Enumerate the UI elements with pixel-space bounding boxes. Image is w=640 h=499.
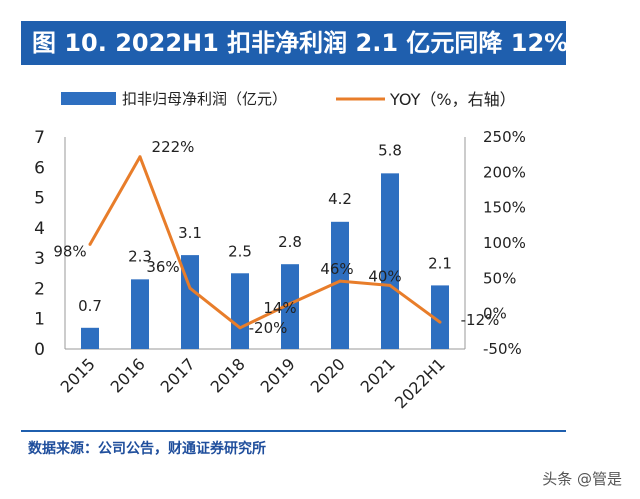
left-tick-label: 1: [34, 310, 45, 330]
bar: [131, 279, 149, 349]
bar: [231, 273, 249, 349]
bar: [281, 264, 299, 349]
bar: [431, 285, 449, 349]
yoy-data-label: 222%: [152, 138, 195, 156]
x-tick-label: 2018: [207, 354, 249, 396]
right-tick-label: 150%: [483, 199, 526, 217]
right-tick-label: -50%: [483, 340, 522, 358]
legend-line-label: YOY（%，右轴）: [389, 90, 516, 109]
watermark: 头条 @管是: [542, 470, 622, 488]
legend-bar-label: 扣非归母净利润（亿元）: [122, 90, 287, 108]
yoy-point: [338, 279, 342, 283]
yoy-point: [438, 320, 442, 324]
bar-data-label: 4.2: [328, 190, 352, 208]
right-tick-label: 50%: [483, 269, 516, 287]
x-tick-label: 2015: [57, 354, 99, 396]
left-tick-label: 0: [34, 340, 45, 360]
left-tick-label: 6: [34, 158, 45, 178]
yoy-point: [388, 283, 392, 287]
yoy-data-label: -12%: [461, 311, 500, 329]
yoy-data-label: 36%: [146, 258, 179, 276]
left-tick-label: 5: [34, 189, 45, 209]
right-tick-label: 100%: [483, 234, 526, 252]
bar: [81, 327, 99, 349]
yoy-point: [288, 302, 292, 306]
x-tick-label: 2016: [107, 354, 149, 396]
bar-data-label: 3.1: [178, 224, 202, 242]
chart-title: 图 10. 2022H1 扣非净利润 2.1 亿元同降 12%: [21, 21, 568, 65]
bar-data-label: 2.3: [128, 247, 152, 265]
bar: [331, 221, 349, 349]
left-tick-label: 2: [34, 279, 45, 299]
right-tick-label: 200%: [483, 163, 526, 181]
bar-data-label: 2.8: [278, 233, 302, 251]
data-source: 数据来源：公司公告，财通证券研究所: [28, 441, 266, 457]
x-tick-label: 2019: [257, 354, 299, 396]
yoy-point: [238, 326, 242, 330]
yoy-point: [138, 155, 142, 159]
yoy-point: [188, 286, 192, 290]
yoy-data-label: -20%: [249, 319, 288, 337]
left-tick-label: 3: [34, 249, 45, 269]
right-tick-label: 0%: [483, 305, 507, 323]
chart-area: 01234567-50%0%50%100%150%200%250%0.72.33…: [34, 90, 526, 412]
yoy-data-label: 14%: [263, 299, 296, 317]
left-tick-label: 7: [34, 128, 45, 148]
bar: [381, 173, 399, 349]
right-tick-label: 250%: [483, 128, 526, 146]
yoy-data-label: 40%: [368, 267, 401, 285]
bar-data-label: 0.7: [78, 297, 102, 315]
x-tick-label: 2017: [157, 354, 199, 396]
x-tick-label: 2021: [357, 354, 399, 396]
yoy-line: [88, 155, 441, 330]
source-divider: [21, 430, 566, 432]
yoy-data-label: 98%: [53, 242, 86, 260]
legend-bar-swatch: [61, 92, 116, 105]
x-tick-label: 2020: [307, 354, 349, 396]
bar-data-label: 2.5: [228, 242, 252, 260]
bar-data-label: 2.1: [428, 254, 452, 272]
left-tick-label: 4: [34, 219, 45, 239]
bar-data-label: 5.8: [378, 141, 402, 159]
x-tick-label: 2022H1: [391, 354, 449, 412]
yoy-data-label: 46%: [320, 260, 353, 278]
yoy-point: [88, 242, 92, 246]
